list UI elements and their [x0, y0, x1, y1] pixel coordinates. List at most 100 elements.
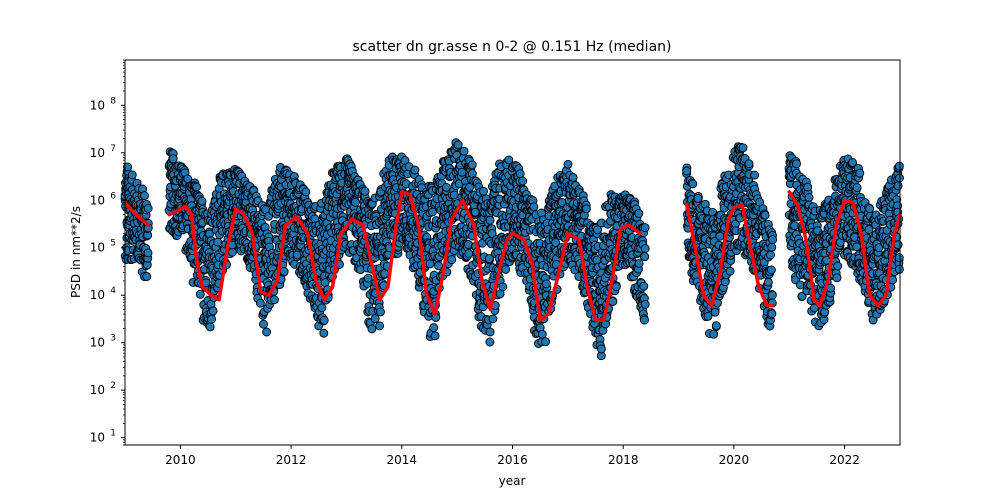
y-tick-exponent: 1	[110, 429, 116, 439]
scatter-point	[207, 314, 216, 324]
scatter-point	[640, 252, 650, 262]
scatter-point	[640, 299, 650, 309]
scatter-point	[725, 266, 735, 276]
scatter-point	[803, 182, 813, 192]
x-tick-label: 2020	[719, 453, 750, 467]
scatter-point	[213, 237, 223, 247]
x-tick-label: 2022	[829, 453, 860, 467]
scatter-point	[467, 169, 477, 179]
y-tick-exponent: 6	[110, 191, 116, 201]
scatter-point	[693, 193, 703, 203]
scatter-point	[529, 202, 539, 212]
scatter-point	[498, 282, 508, 292]
scatter-point	[894, 264, 904, 274]
y-tick-label: 10	[90, 288, 105, 302]
scatter-point	[350, 197, 360, 207]
scatter-point	[262, 327, 272, 337]
y-tick-exponent: 5	[110, 239, 116, 249]
scatter-point	[804, 193, 814, 202]
scatter-point	[208, 306, 218, 316]
scatter-point	[317, 303, 327, 313]
scatter-point	[710, 307, 720, 317]
scatter-point	[197, 196, 207, 206]
scatter-point	[195, 289, 205, 299]
x-tick-label: 2010	[165, 453, 196, 467]
scatter-point	[537, 329, 547, 339]
scatter-point	[449, 190, 459, 200]
scatter-point	[568, 172, 578, 182]
x-tick-label: 2012	[276, 453, 307, 467]
scatter-point	[425, 259, 435, 269]
y-tick-label: 10	[90, 383, 105, 397]
scatter-point	[596, 344, 606, 354]
scatter-point	[464, 249, 474, 259]
scatter-point	[711, 321, 721, 331]
scatter-point	[459, 146, 469, 156]
scatter-point	[767, 290, 777, 300]
scatter-point	[738, 143, 748, 153]
y-tick-label: 10	[90, 431, 105, 445]
scatter-point	[768, 235, 778, 245]
scatter-point	[634, 258, 644, 268]
x-tick-label: 2014	[387, 453, 418, 467]
scatter-point	[319, 315, 329, 325]
scatter-point	[205, 322, 215, 332]
scatter-point	[363, 273, 373, 283]
scatter-point	[563, 159, 573, 169]
scatter-point	[611, 282, 621, 292]
y-tick-exponent: 3	[110, 334, 116, 344]
scatter-point	[434, 261, 444, 271]
scatter-point	[709, 329, 719, 339]
y-tick-label: 10	[90, 241, 105, 255]
x-tick-label: 2018	[608, 453, 639, 467]
scatter-point	[682, 166, 692, 176]
scatter-point	[767, 242, 777, 252]
scatter-point	[467, 160, 477, 170]
scatter-point	[720, 277, 730, 287]
scatter-point	[894, 161, 904, 171]
scatter-point	[640, 315, 649, 325]
scatter-point	[832, 273, 842, 283]
scatter-point	[375, 321, 385, 331]
scatter-point	[893, 181, 903, 191]
scatter-point	[457, 167, 467, 177]
scatter-point	[640, 244, 650, 254]
scatter-point	[479, 186, 488, 196]
y-tick-label: 10	[90, 98, 105, 112]
scatter-point	[485, 337, 495, 347]
scatter-point	[380, 269, 390, 279]
scatter-point	[192, 182, 202, 192]
scatter-point	[370, 314, 380, 324]
scatter-point	[301, 187, 311, 197]
scatter-point	[360, 186, 370, 196]
scatter-point	[763, 277, 773, 287]
scatter-point	[142, 272, 152, 281]
scatter-point	[855, 168, 865, 178]
scatter-point	[255, 298, 265, 308]
scatter-point	[376, 307, 385, 317]
scatter-point	[501, 264, 511, 274]
chart-title: scatter dn gr.asse n 0-2 @ 0.151 Hz (med…	[353, 39, 672, 55]
y-tick-exponent: 7	[110, 144, 116, 154]
scatter-point	[852, 183, 862, 193]
scatter-point	[168, 154, 178, 164]
x-tick-label: 2016	[497, 453, 528, 467]
y-tick-label: 10	[90, 336, 105, 350]
scatter-point	[447, 255, 457, 265]
scatter-point	[143, 203, 153, 213]
scatter-point	[541, 337, 551, 347]
scatter-point	[894, 253, 904, 263]
scatter-point	[143, 248, 153, 258]
scatter-point	[259, 319, 268, 329]
scatter-point	[750, 170, 760, 180]
scatter-point	[319, 328, 329, 338]
scatter-point	[430, 331, 440, 341]
scatter-point	[485, 215, 495, 225]
y-axis-label: PSD in nm**2/s	[69, 206, 83, 298]
scatter-point	[640, 223, 650, 233]
scatter-point	[760, 210, 770, 220]
scatter-point	[541, 279, 551, 289]
scatter-point	[792, 159, 801, 169]
scatter-point	[865, 204, 875, 214]
y-tick-exponent: 4	[110, 286, 116, 296]
